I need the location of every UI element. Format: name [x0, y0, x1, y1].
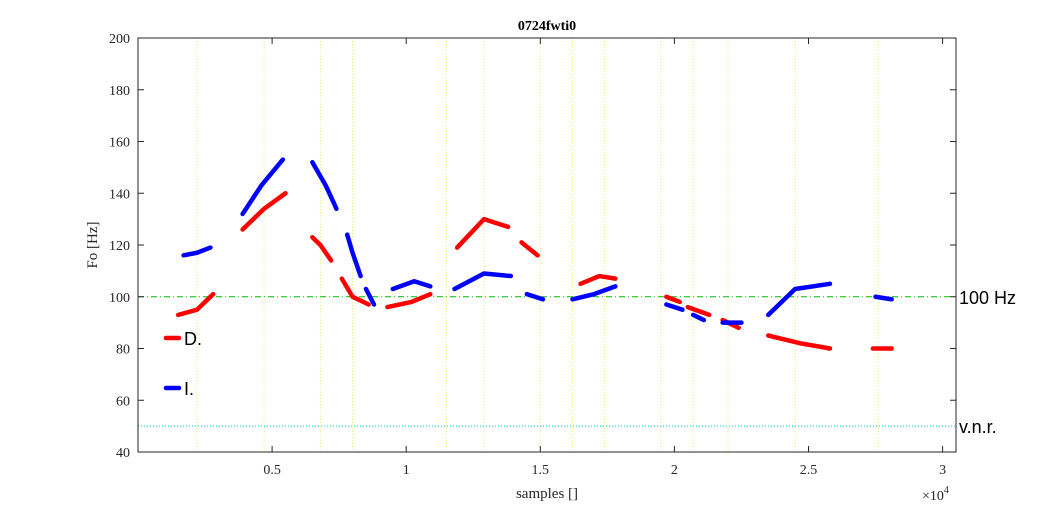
y-tick-label-1: 60 [116, 394, 130, 409]
y-axis-label: Fo [Hz] [85, 221, 101, 268]
series-1-segment-8 [570, 284, 618, 302]
series-1-segment-9 [664, 302, 685, 312]
legend-label-0: D. [184, 329, 202, 349]
series-0-segment-4 [385, 291, 433, 310]
x-tick-label-5: 3 [939, 463, 946, 478]
vertical-markers [196, 38, 879, 452]
axis-ticks: 0.5 1 1.5 2 2.5 3 40 60 80 100 120 140 160 180 200 [109, 32, 956, 478]
series-0-segment-9 [685, 304, 712, 318]
series-1-segment-13 [873, 294, 894, 302]
y-tick-label-2: 80 [116, 343, 130, 358]
reference-lines: 100 Hz v.n.r. [138, 288, 1016, 437]
series-1-segment-10 [690, 312, 707, 323]
x-axis-label: samples [] [516, 486, 578, 502]
x-tick-label-1: 1 [403, 463, 410, 478]
series-1-segment-7 [524, 291, 546, 302]
series-0-segment-0 [175, 291, 216, 318]
series-0-segment-1 [240, 191, 288, 232]
x-tick-label-0: 0.5 [263, 463, 281, 478]
series-1-segment-4 [363, 286, 377, 307]
x-tick-label-2: 1.5 [532, 463, 550, 478]
reference-label-1: v.n.r. [959, 417, 997, 437]
series-0-segment-5 [454, 216, 511, 250]
y-tick-label-6: 160 [109, 136, 130, 151]
y-tick-label-4: 120 [109, 239, 130, 254]
chart-title: 0724fwti0 [518, 19, 576, 34]
series-1-segment-12 [766, 281, 833, 318]
series-0-segment-2 [310, 234, 334, 263]
series-layer [175, 157, 894, 351]
series-1-segment-3 [344, 232, 363, 279]
series-0-segment-11 [766, 333, 833, 351]
y-tick-label-7: 180 [109, 84, 130, 99]
y-tick-label-5: 140 [109, 187, 130, 202]
series-1-segment-6 [452, 271, 514, 292]
series-1 [181, 157, 894, 325]
series-0-segment-3 [339, 276, 371, 307]
legend: D. I. [163, 329, 202, 399]
y-tick-label-3: 100 [109, 291, 130, 306]
series-1-segment-1 [240, 157, 286, 217]
series-1-segment-2 [310, 159, 339, 212]
series-0-segment-6 [519, 240, 540, 258]
y-tick-label-8: 200 [109, 32, 130, 47]
y-tick-label-0: 40 [116, 446, 130, 461]
x-tick-label-3: 2 [671, 463, 678, 478]
series-1-segment-5 [390, 278, 433, 292]
series-0-segment-7 [578, 273, 618, 287]
series-1-segment-0 [181, 245, 213, 258]
x-tick-label-4: 2.5 [800, 463, 818, 478]
reference-label-0: 100 Hz [959, 288, 1016, 308]
x-exponent: ×104 [922, 485, 949, 504]
legend-label-1: I. [184, 379, 194, 399]
plot-area [138, 38, 956, 452]
series-0-segment-8 [664, 294, 683, 305]
